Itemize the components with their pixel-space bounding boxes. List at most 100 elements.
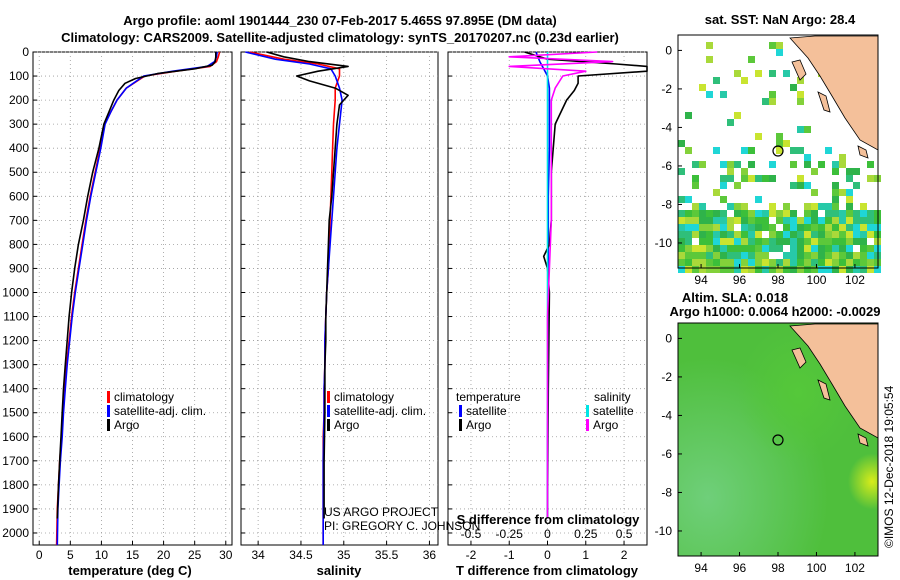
sst-pixel xyxy=(727,119,734,126)
temperature-legend: climatology satellite-adj. clim. Argo xyxy=(107,390,206,432)
diff-legend-s-satellite-swatch xyxy=(586,405,589,417)
sst-pixel xyxy=(706,238,713,245)
salinity-panel: 34 34.5 35 35.5 36 salinity climatology sate… xyxy=(240,51,480,578)
sst-pixel xyxy=(811,252,818,259)
sst-pixel xyxy=(790,266,797,273)
sst-pixel xyxy=(748,245,755,252)
sst-pixel xyxy=(853,210,860,217)
sst-pixel xyxy=(692,259,699,266)
sst-pixel xyxy=(755,252,762,259)
sst-pixel xyxy=(734,245,741,252)
sst-pixel xyxy=(797,245,804,252)
sst-pixel xyxy=(713,238,720,245)
lon-tick-label: 100 xyxy=(806,273,826,287)
sst-pixel xyxy=(748,217,755,224)
sst-pixel xyxy=(839,266,846,273)
depth-tick-label: 500 xyxy=(9,165,29,179)
lat-tick-label: 0 xyxy=(665,331,672,345)
sst-pixel xyxy=(755,133,762,140)
sst-pixel xyxy=(769,238,776,245)
sst-pixel xyxy=(762,245,769,252)
sst-pixel xyxy=(727,175,734,182)
sst-pixel xyxy=(804,259,811,266)
imos-timestamp: ©IMOS 12-Dec-2018 19:05:54 xyxy=(882,385,896,548)
series-line-climatology xyxy=(55,51,221,546)
sst-pixel xyxy=(776,140,783,147)
depth-axis-labels: 0 100 200 300 400 500 600 700 800 900 1000 1100 1200… xyxy=(2,45,29,540)
sst-pixel xyxy=(860,266,867,273)
sst-pixel xyxy=(811,266,818,273)
sst-pixel xyxy=(846,245,853,252)
sst-pixel xyxy=(685,147,692,154)
sst-pixel xyxy=(853,182,860,189)
lon-tick-label: 102 xyxy=(845,273,865,287)
sst-pixel xyxy=(839,259,846,266)
lon-tick-label: 100 xyxy=(806,561,826,575)
sst-pixel xyxy=(797,147,804,154)
sst-pixel xyxy=(867,224,874,231)
x-tick-label: 34.5 xyxy=(289,548,313,562)
sst-pixel xyxy=(797,91,804,98)
depth-tick-label: 1400 xyxy=(2,382,29,396)
sst-pixel xyxy=(804,245,811,252)
sst-pixel xyxy=(825,245,832,252)
sst-pixel xyxy=(769,266,776,273)
depth-tick-label: 0 xyxy=(22,45,29,59)
depth-tick-label: 1300 xyxy=(2,358,29,372)
sst-pixel xyxy=(783,238,790,245)
sst-pixel xyxy=(706,217,713,224)
sst-pixel xyxy=(713,217,720,224)
sst-pixel xyxy=(776,259,783,266)
sst-pixel xyxy=(860,217,867,224)
sst-pixel xyxy=(846,252,853,259)
sst-pixel xyxy=(790,252,797,259)
diff-legend-s-argo: Argo xyxy=(593,418,619,432)
x-tick-label: 2 xyxy=(621,548,628,562)
sst-pixel xyxy=(853,168,860,175)
sst-pixel xyxy=(804,154,811,161)
sst-pixel xyxy=(790,259,797,266)
sla-map-argo-location-marker xyxy=(772,434,784,446)
sst-pixel xyxy=(755,238,762,245)
sst-pixel xyxy=(678,224,685,231)
sst-pixel xyxy=(692,266,699,273)
sst-pixel xyxy=(748,56,755,63)
sst-pixel xyxy=(790,84,797,91)
sst-pixel xyxy=(692,210,699,217)
sst-pixel xyxy=(762,266,769,273)
sst-pixel xyxy=(748,266,755,273)
sst-pixel xyxy=(706,259,713,266)
depth-tick-label: 700 xyxy=(9,213,29,227)
temperature-xticks: 0 5 10 15 20 25 30 xyxy=(36,548,233,562)
sst-pixel xyxy=(692,252,699,259)
diff-legend-salinity: salinity xyxy=(594,390,631,404)
sst-pixel xyxy=(804,161,811,168)
sst-pixel xyxy=(678,245,685,252)
sst-pixel xyxy=(832,189,839,196)
sst-pixel xyxy=(804,210,811,217)
salinity-grid xyxy=(241,51,438,545)
sst-pixel xyxy=(825,203,832,210)
sst-pixel xyxy=(804,266,811,273)
sst-pixel xyxy=(797,252,804,259)
sst-pixel xyxy=(769,161,776,168)
sst-pixel xyxy=(846,210,853,217)
sst-pixel xyxy=(706,231,713,238)
sst-pixel xyxy=(720,245,727,252)
sst-pixel xyxy=(741,175,748,182)
sst-pixel xyxy=(860,238,867,245)
x-tick-label: 1 xyxy=(582,548,589,562)
sst-pixel xyxy=(804,203,811,210)
sst-pixel xyxy=(769,175,776,182)
lon-tick-label: 102 xyxy=(845,561,865,575)
sst-pixel xyxy=(692,161,699,168)
sst-map-island xyxy=(817,91,831,113)
sst-pixel xyxy=(783,224,790,231)
sst-pixel xyxy=(692,231,699,238)
sst-pixel xyxy=(734,252,741,259)
temperature-axes-frame xyxy=(32,51,233,546)
sst-pixel xyxy=(797,238,804,245)
sst-pixel xyxy=(790,161,797,168)
x-tick-label: 15 xyxy=(126,548,140,562)
sst-pixel xyxy=(713,252,720,259)
